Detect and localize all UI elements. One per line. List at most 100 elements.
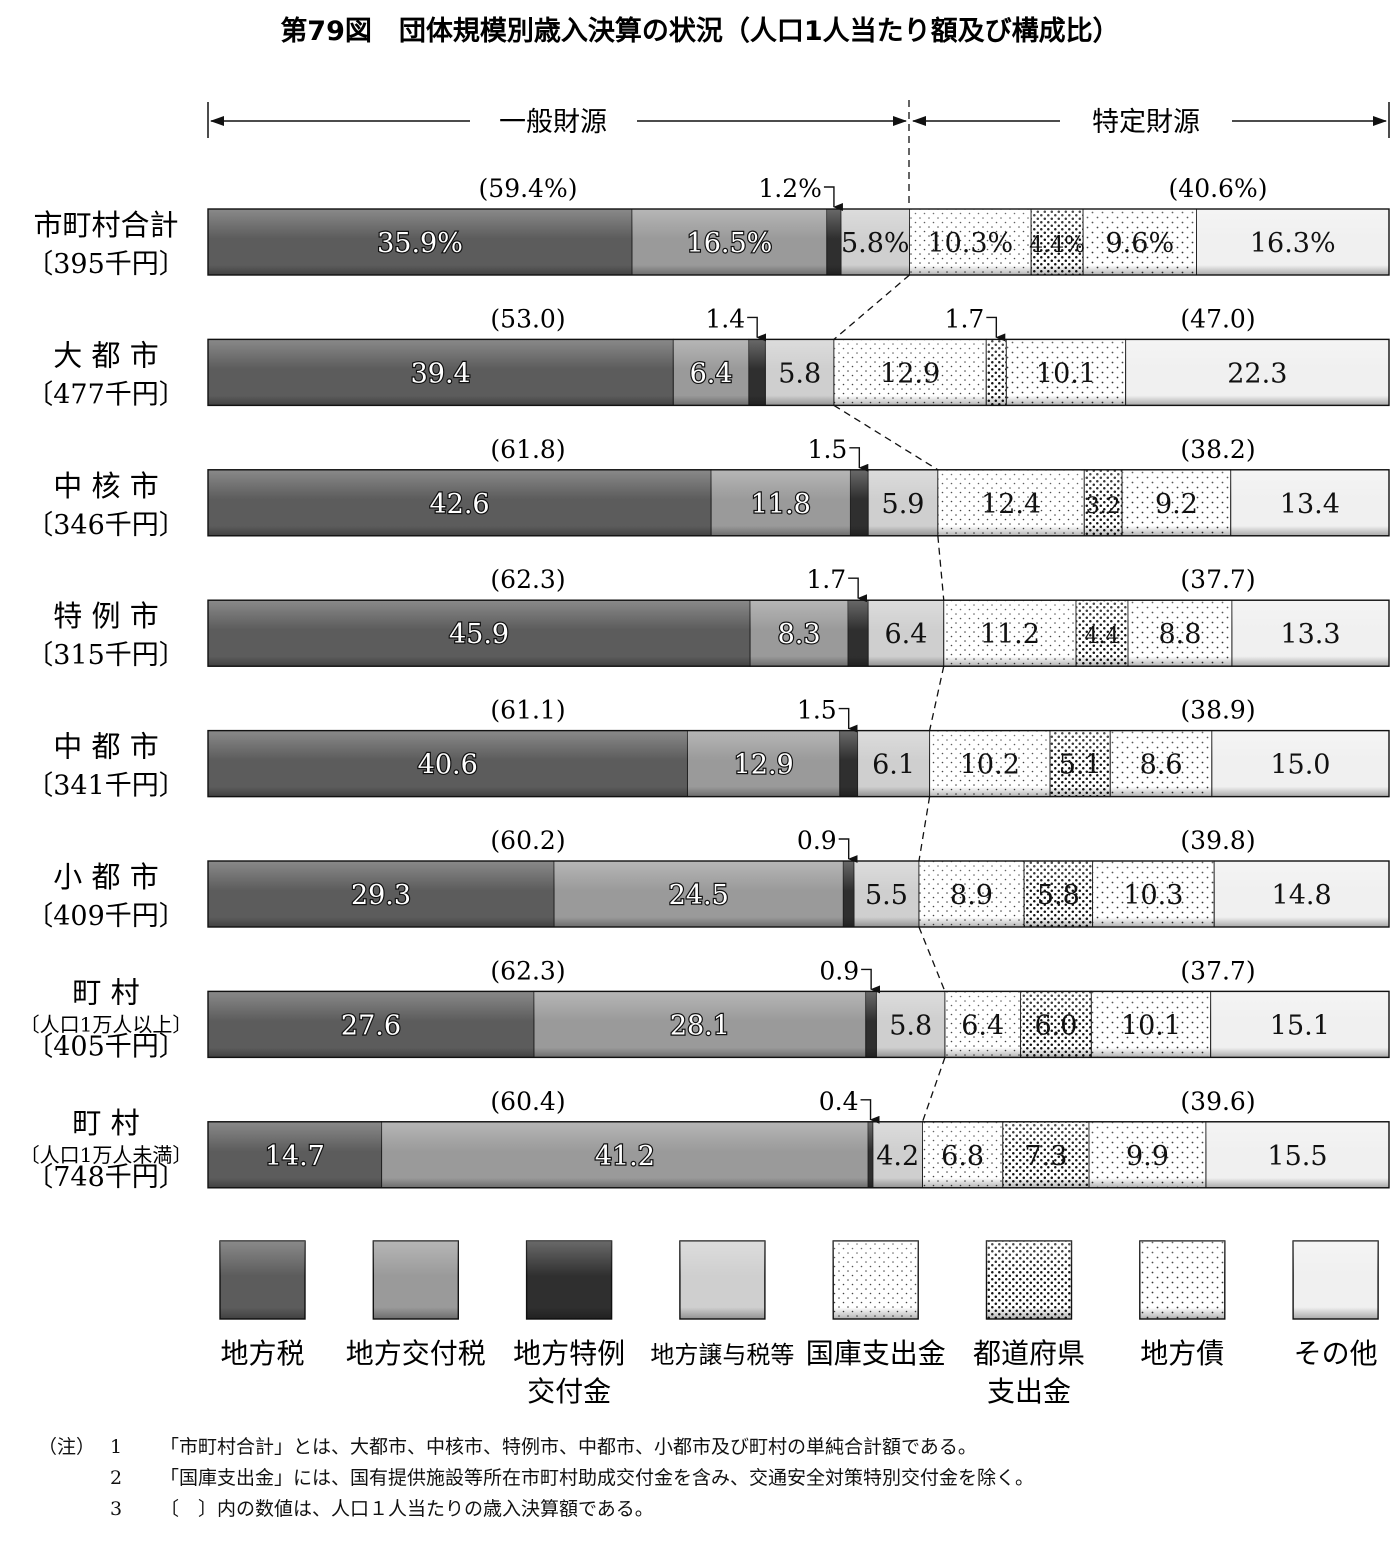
data-label-prefectural: 3.2 (1086, 494, 1121, 519)
data-label-special: 1.2% (758, 174, 822, 203)
data-label-grant: 24.5 (669, 880, 729, 911)
data-label-prefectural: 5.1 (1059, 750, 1102, 781)
category-amount: 〔346千円〕 (26, 510, 186, 541)
bar-segment-special (849, 469, 869, 537)
data-label-transfer: 5.8 (778, 358, 821, 389)
data-label-grant: 11.8 (751, 489, 811, 520)
data-label-bond: 9.6% (1106, 228, 1175, 259)
note-text: 「国庫支出金」には、国有提供施設等所在市町村助成交付金を含み、交通安全対策特別交… (160, 1467, 1035, 1489)
data-label-national: 10.2 (960, 750, 1020, 781)
note-lead (38, 1463, 110, 1494)
data-label-special: 0.4 (819, 1087, 859, 1116)
bar-segment-special (867, 1121, 874, 1189)
callout-arrow (849, 447, 869, 472)
legend-label: 交付金 (527, 1375, 611, 1408)
bar-outline (207, 860, 1390, 928)
legend-item-grant: 地方交付税 (346, 1240, 486, 1370)
bar-row: 中 都 市〔341千円〕 40.6 12.91.5 6.1 10.2 5.1 8.6 15.0… (26, 696, 1390, 802)
revenue-structure-chart: 第79図 団体規模別歳入決算の状況（人口1人当たり額及び構成比） 一般財源 特定… (20, 15, 1390, 1408)
divider-connector (937, 535, 945, 601)
data-label-national: 12.9 (880, 358, 940, 389)
category-amount: 〔341千円〕 (26, 771, 186, 802)
specific-share-label: (47.0) (1180, 304, 1255, 333)
general-share-label: (62.3) (490, 956, 565, 985)
legend-item-other: その他 (1292, 1240, 1379, 1370)
divider-connector (918, 926, 946, 992)
legend-label: 地方交付税 (346, 1337, 486, 1370)
data-label-tax: 14.7 (265, 1141, 325, 1172)
bar-outline (207, 1121, 1390, 1189)
notes: （注） 1 「市町村合計」とは、大都市、中核市、特例市、中都市、小都市及び町村の… (38, 1432, 1388, 1525)
category-name: 町 村 (72, 975, 139, 1009)
general-share-label: (60.2) (490, 826, 565, 855)
general-share-label: (53.0) (490, 304, 565, 333)
callout-arrow (823, 186, 843, 211)
legend-item-tax: 地方税 (219, 1240, 306, 1370)
specific-share-label: (38.9) (1180, 696, 1255, 725)
data-label-tax: 35.9% (377, 228, 463, 259)
legend-label: 地方債 (1140, 1337, 1224, 1370)
bar-row: 町 村〔人口1万人未満〕〔748千円〕 14.7 41.2 0.4 4.2 6.8 7.3 9… (20, 1087, 1390, 1193)
data-label-other: 22.3 (1227, 358, 1287, 389)
specific-share-label: (40.6%) (1169, 174, 1268, 203)
data-label-grant: 12.9 (734, 750, 794, 781)
data-label-grant: 28.1 (670, 1010, 730, 1041)
data-label-tax: 42.6 (429, 489, 489, 520)
category-amount: 〔315千円〕 (26, 640, 186, 671)
bar-segment-special (847, 599, 869, 667)
note-1: （注） 1 「市町村合計」とは、大都市、中核市、特例市、中都市、小都市及び町村の… (38, 1432, 1388, 1463)
data-label-grant: 16.5% (687, 228, 773, 259)
bar-row: 市町村合計〔395千円〕 35.9% 16.5% 1.2% 5.8% 10.3% 4.4% 9… (26, 174, 1390, 280)
category-subname: 〔人口1万人未満〕 (20, 1143, 193, 1167)
general-source-label: 一般財源 (499, 107, 607, 138)
bar-row: 特 例 市〔315千円〕 45.9 8.3 1.7 6.4 11.2 4.4 8.8 13.3 (… (26, 565, 1390, 671)
category-name: 町 村 (72, 1106, 139, 1140)
data-label-grant: 6.4 (690, 358, 733, 389)
legend-swatch-shading (986, 1241, 1072, 1319)
legend-label: その他 (1294, 1337, 1378, 1370)
data-label-tax: 27.6 (341, 1010, 401, 1041)
callout-arrow (860, 1099, 880, 1124)
bar-outline (207, 729, 1390, 798)
category-name: 中 核 市 (53, 469, 158, 503)
category-subname: 〔人口1万人以上〕 (20, 1012, 193, 1036)
divider-connector (928, 666, 945, 731)
data-label-grant: 8.3 (778, 619, 821, 650)
note-text: 「市町村合計」とは、大都市、中核市、特例市、中都市、小都市及び町村の単純合計額で… (160, 1436, 977, 1458)
category-amount: 〔748千円〕 (26, 1162, 186, 1193)
data-label-national: 11.2 (980, 619, 1040, 650)
data-label-special: 1.7 (806, 565, 846, 594)
bar-row: 小 都 市〔409千円〕 29.3 24.5 0.9 5.5 8.9 5.8 10.3 14.8… (26, 826, 1390, 932)
data-label-prefectural: 5.8 (1037, 880, 1080, 911)
specific-share-label: (38.2) (1180, 435, 1255, 464)
note-3: 3 〔 〕内の数値は、人口１人当たりの歳入決算額である。 (38, 1494, 1388, 1525)
general-share-label: (61.8) (490, 435, 565, 464)
bar-row: 中 核 市〔346千円〕 42.6 11.8 1.5 5.9 12.4 3.2 9.2 13.4… (26, 435, 1390, 541)
group-header: 一般財源 特定財源 (207, 100, 1390, 208)
data-label-bond: 8.8 (1158, 619, 1201, 650)
category-amount: 〔405千円〕 (26, 1031, 186, 1062)
callout-arrow (986, 316, 1006, 342)
note-text: 〔 〕内の数値は、人口１人当たりの歳入決算額である。 (160, 1498, 654, 1520)
data-label-prefectural: 7.3 (1024, 1141, 1067, 1172)
category-amount: 〔477千円〕 (26, 379, 186, 410)
bar-outline (207, 338, 1390, 407)
bar-row: 大 都 市〔477千円〕 39.4 6.4 1.4 5.8 12.91.7 10.1 22.3… (26, 304, 1390, 410)
data-label-prefectural: 4.4 (1085, 624, 1120, 649)
data-label-prefectural: 4.4% (1029, 233, 1085, 258)
data-label-tax: 40.6 (418, 750, 478, 781)
data-label-national: 6.8 (941, 1141, 984, 1172)
data-label-special: 1.5 (797, 696, 837, 725)
bar-rows: 市町村合計〔395千円〕 35.9% 16.5% 1.2% 5.8% 10.3% 4.4% 9… (20, 174, 1390, 1193)
category-name: 小 都 市 (53, 860, 158, 894)
callout-arrow (838, 707, 858, 733)
data-label-bond: 8.6 (1140, 750, 1183, 781)
data-label-other: 13.3 (1280, 619, 1340, 650)
bar-outline (207, 469, 1390, 537)
data-label-bond: 9.2 (1155, 489, 1198, 520)
data-label-national: 8.9 (950, 880, 993, 911)
data-label-national: 6.4 (961, 1010, 1004, 1041)
data-label-transfer: 6.1 (872, 750, 915, 781)
category-amount: 〔395千円〕 (26, 249, 186, 280)
